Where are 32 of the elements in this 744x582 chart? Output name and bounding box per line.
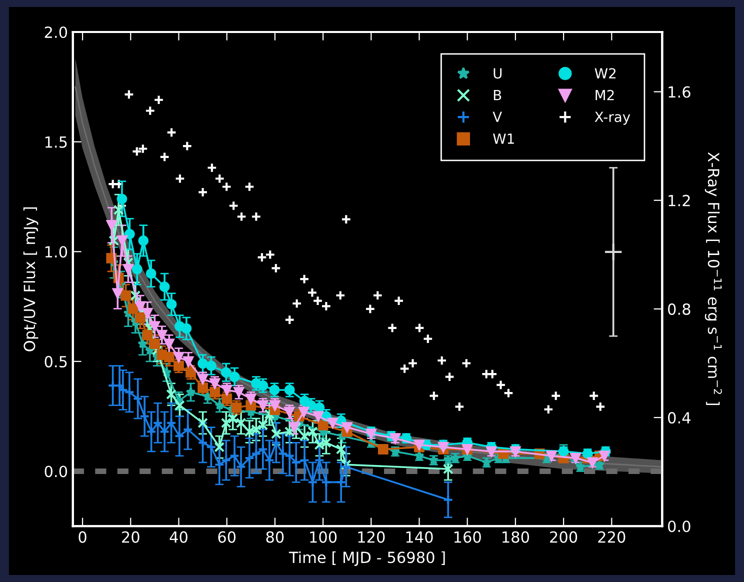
x-tick-label: 20: [122, 531, 140, 543]
legend-label: U: [494, 68, 502, 79]
y2-tick-label: 0.4: [668, 412, 690, 424]
x-tick-label: 40: [170, 531, 188, 543]
y2-tick-label: 1.6: [668, 86, 690, 98]
legend-label: W1: [493, 134, 514, 144]
legend-label: B: [494, 90, 502, 100]
legend-label: W2: [594, 68, 616, 78]
x-tick-label: 160: [454, 531, 481, 543]
x-tick-label: 120: [358, 531, 385, 543]
x-tick-label: 200: [550, 531, 578, 543]
y-tick-label: 1.0: [45, 246, 68, 258]
x-tick-label: 0: [78, 531, 86, 543]
legend-label: X-ray: [594, 112, 630, 125]
x-tick-label: 100: [310, 531, 337, 543]
y-tick-label: 1.5: [45, 136, 67, 148]
x-tick-label: 180: [502, 531, 530, 543]
y2-axis-title: X-Ray Flux [ 10$^{−11}$ erg s$^{−1}$ cm$^{−2}$ ]: [704, 152, 722, 406]
x-tick-label: 140: [406, 531, 433, 543]
y2-tick-label: 0.0: [668, 520, 690, 532]
x-tick-label: 220: [598, 531, 626, 543]
y-tick-label: 0.0: [44, 466, 68, 478]
x-tick-label: 80: [266, 531, 284, 543]
legend-label: V: [492, 112, 502, 122]
legend-label: M2: [596, 90, 614, 100]
y2-tick-label: 0.8: [668, 303, 690, 315]
x-axis-title: Time [ MJD - 56980 ]: [288, 551, 445, 566]
y-tick-label: 0.5: [44, 356, 67, 368]
x-tick-label: 60: [218, 531, 236, 543]
y-axis-title: Opt/UV Flux [ mJy ]: [23, 207, 38, 352]
y-tick-label: 2.0: [44, 26, 68, 38]
y2-tick-label: 1.2: [668, 194, 690, 206]
